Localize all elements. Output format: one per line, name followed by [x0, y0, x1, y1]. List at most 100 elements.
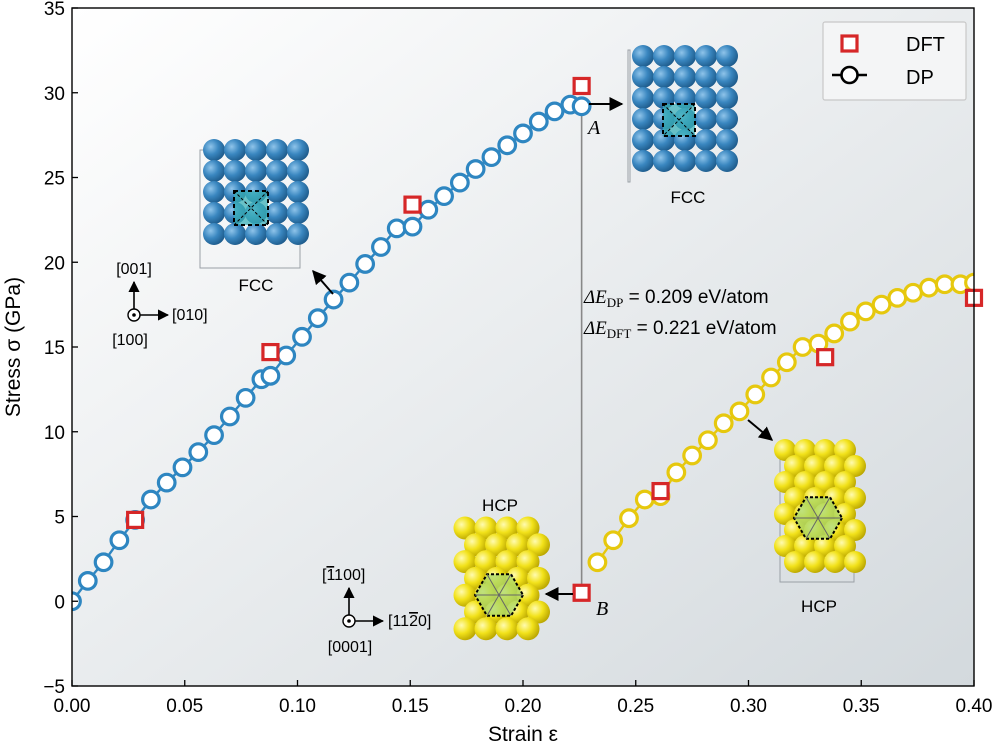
- atom: [632, 129, 654, 151]
- dp-point: [698, 430, 718, 451]
- fcc-axis-up: [001]: [116, 261, 152, 278]
- atom: [474, 516, 498, 540]
- energy-dft-subscript: DFT: [607, 326, 632, 341]
- hcp-axis-up-bar: 1: [326, 567, 335, 584]
- dp-point: [141, 489, 161, 510]
- y-tick-label: 35: [44, 0, 65, 20]
- atom: [834, 439, 856, 461]
- atom: [695, 108, 717, 130]
- dp-point: [776, 352, 797, 373]
- dp-point: [156, 472, 177, 493]
- atom: [266, 181, 288, 203]
- atom: [464, 533, 487, 557]
- dp-point: [619, 508, 639, 529]
- y-tick-label: −5: [43, 677, 65, 698]
- svg-text:ΔEDFT = 0.221 eV/atom: ΔEDFT = 0.221 eV/atom: [583, 318, 777, 341]
- atom: [716, 66, 738, 88]
- svg-text:ΔEDP = 0.209 eV/atom: ΔEDP = 0.209 eV/atom: [583, 287, 769, 310]
- dp-point: [713, 413, 734, 434]
- dft-point: [816, 348, 835, 367]
- hcp-axis-up-close: ]: [361, 567, 365, 584]
- energy-dp-subscript: DP: [607, 295, 624, 310]
- atom: [453, 583, 477, 607]
- atom: [674, 45, 696, 67]
- atom: [716, 45, 738, 67]
- y-tick-label: 20: [44, 253, 65, 274]
- atom: [527, 566, 550, 590]
- y-tick-label: 15: [44, 338, 65, 359]
- dp-point: [402, 216, 423, 237]
- atom: [464, 600, 487, 624]
- dp-point: [497, 135, 518, 156]
- atom: [824, 455, 846, 477]
- dp-point: [465, 159, 486, 179]
- hcp-axis-out: [0001]: [328, 639, 372, 656]
- x-tick-label: 0.40: [956, 696, 993, 717]
- energy-dp-prefix: ΔE: [583, 287, 607, 308]
- legend: DFT DP: [822, 21, 967, 101]
- dp-point: [172, 457, 193, 478]
- unit-cell-outline: [233, 190, 269, 226]
- atom: [716, 129, 738, 151]
- atom: [632, 150, 654, 172]
- atom: [516, 617, 540, 641]
- dp-point: [307, 308, 328, 329]
- y-tick-label: 5: [54, 508, 65, 529]
- atom: [774, 471, 796, 493]
- atom: [495, 516, 519, 540]
- hcp-axis-up-open: [: [322, 567, 327, 584]
- dp-point: [513, 123, 533, 144]
- atom: [695, 129, 717, 151]
- atom: [774, 503, 796, 525]
- dp-point: [235, 387, 256, 408]
- dp-point: [219, 406, 240, 427]
- dp-point: [603, 530, 624, 551]
- atom: [287, 139, 309, 161]
- atom: [203, 181, 225, 203]
- atom: [824, 551, 846, 573]
- atom: [834, 535, 856, 557]
- x-axis-ticks: 0.00 0.05 0.10 0.15 0.20 0.25 0.30 0.35 0.40: [54, 680, 993, 717]
- atom: [814, 535, 836, 557]
- fcc-axis-out: [100]: [112, 332, 148, 349]
- dp-point: [481, 147, 502, 168]
- atom: [844, 455, 866, 477]
- hcp-left-label: HCP: [482, 496, 518, 515]
- fcc-axes-indicator: [001] [010] [100]: [112, 261, 207, 349]
- atom: [653, 45, 675, 67]
- atom: [844, 487, 866, 509]
- x-tick-label: 0.25: [617, 696, 654, 717]
- atom: [804, 455, 826, 477]
- atom: [784, 455, 806, 477]
- fcc-inset-right: [627, 45, 738, 183]
- fcc-left-label: FCC: [239, 276, 274, 295]
- hcp-axis-right-suffix: 0]: [418, 613, 431, 630]
- fcc-axis-right: [010]: [172, 307, 208, 324]
- atom: [716, 87, 738, 109]
- atom: [516, 583, 540, 607]
- atom: [814, 471, 836, 493]
- dp-point: [434, 186, 454, 207]
- dp-point: [903, 282, 924, 303]
- atom: [794, 471, 816, 493]
- dp-point: [418, 199, 439, 220]
- atom: [632, 66, 654, 88]
- dft-point: [403, 195, 422, 214]
- atom: [245, 139, 267, 161]
- legend-dft-marker: [840, 34, 859, 53]
- atom: [774, 439, 796, 461]
- dft-point: [261, 342, 280, 362]
- x-tick-label: 0.05: [166, 696, 203, 717]
- dp-point: [934, 274, 955, 295]
- x-tick-label: 0.10: [279, 696, 316, 717]
- y-tick-label: 30: [44, 84, 65, 105]
- dp-point: [204, 425, 224, 446]
- dp-point: [855, 301, 876, 322]
- hcp-axes-indicator: [1100] [1120] [0001]: [322, 567, 431, 656]
- dp-point: [449, 172, 470, 193]
- fcc-inset-left: [199, 139, 309, 269]
- atom: [485, 533, 508, 557]
- fcc-right-label: FCC: [671, 188, 706, 207]
- atom: [516, 550, 540, 574]
- hcp-inset-left: [453, 516, 550, 641]
